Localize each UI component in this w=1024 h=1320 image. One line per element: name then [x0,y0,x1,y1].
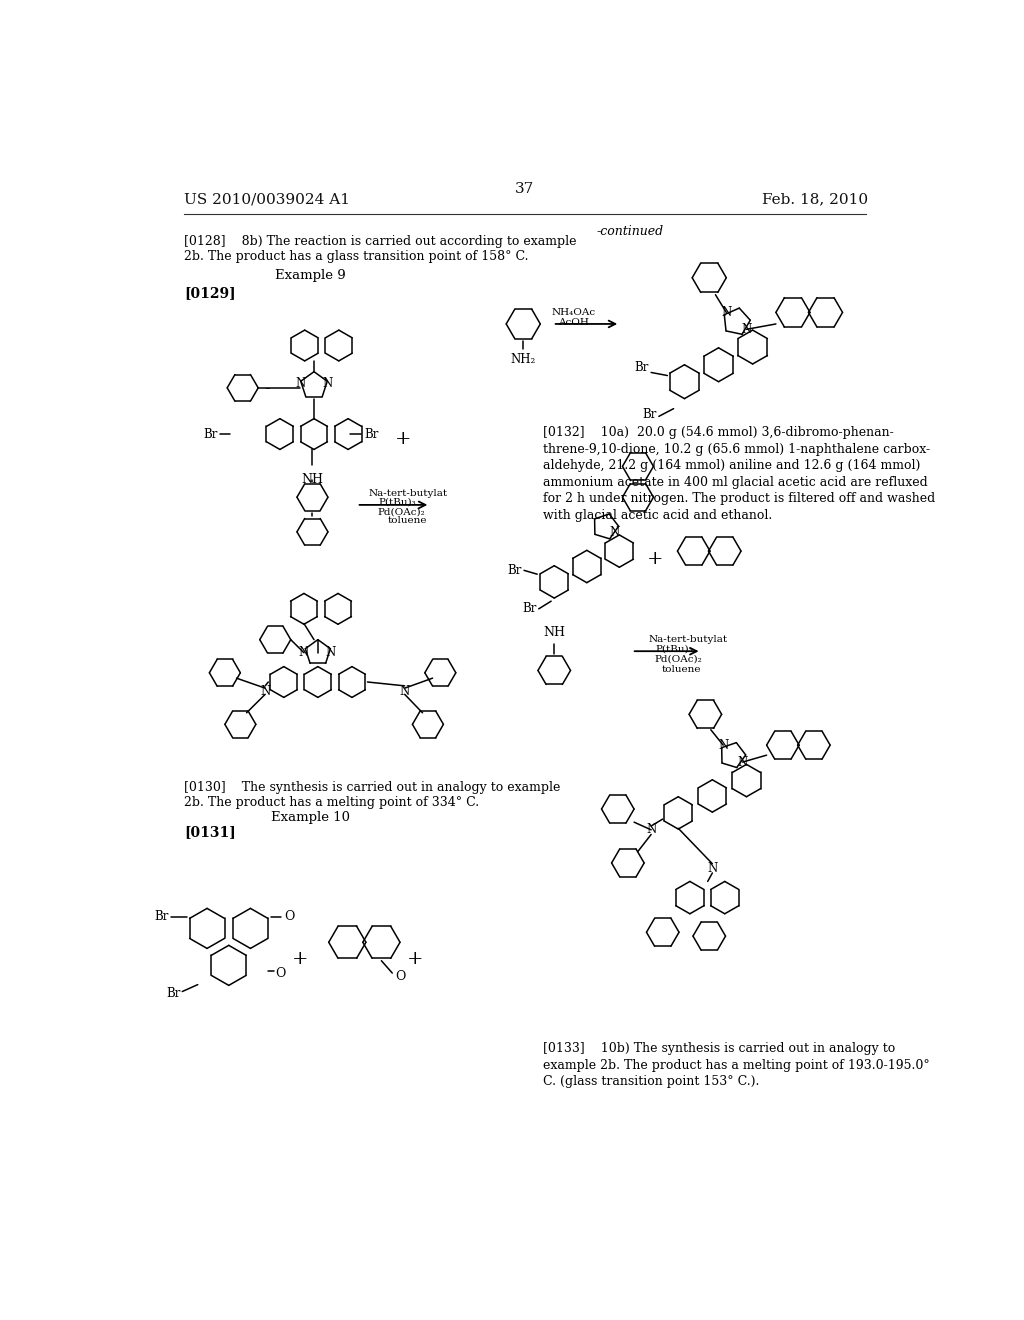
Text: P(tBu)₃: P(tBu)₃ [655,645,692,653]
Text: Na-tert-butylat: Na-tert-butylat [369,488,447,498]
Text: N: N [609,527,620,539]
Text: NH: NH [544,626,565,639]
Text: O: O [275,966,286,979]
Text: –: – [264,383,270,393]
Text: N: N [737,755,748,768]
Text: P(tBu)₃: P(tBu)₃ [378,498,416,507]
Text: Feb. 18, 2010: Feb. 18, 2010 [762,193,868,206]
Text: [0129]: [0129] [183,286,236,300]
Text: +: + [407,950,423,968]
Text: N: N [741,323,752,335]
Text: toluene: toluene [388,516,427,525]
Text: -continued: -continued [597,226,664,239]
Text: +: + [395,430,412,449]
Text: +: + [647,550,664,568]
Text: Na-tert-butylat: Na-tert-butylat [649,635,728,644]
Text: NH₂: NH₂ [511,354,536,366]
Text: N: N [708,862,718,875]
Text: toluene: toluene [662,665,701,675]
Text: N: N [718,739,728,751]
Text: NH₄OAc: NH₄OAc [552,309,596,318]
Text: Br: Br [166,987,180,1001]
Text: Br: Br [365,428,379,441]
Text: Example 10: Example 10 [270,810,349,824]
Text: [0128]    8b) The reaction is carried out according to example
2b. The product h: [0128] 8b) The reaction is carried out a… [183,235,577,264]
Text: Br: Br [635,362,649,375]
Text: Br: Br [204,428,218,441]
Text: [0132]    10a)  20.0 g (54.6 mmol) 3,6-dibromo-phenan-
threne-9,10-dione, 10.2 g: [0132] 10a) 20.0 g (54.6 mmol) 3,6-dibro… [543,426,935,521]
Text: O: O [285,911,295,924]
Text: [0131]: [0131] [183,825,236,840]
Text: Br: Br [507,564,521,577]
Text: [0130]    The synthesis is carried out in analogy to example
2b. The product has: [0130] The synthesis is carried out in a… [183,780,560,809]
Text: +: + [292,950,308,968]
Text: US 2010/0039024 A1: US 2010/0039024 A1 [183,193,350,206]
Text: N: N [646,824,656,837]
Text: N: N [260,685,270,698]
Text: [0133]    10b) The synthesis is carried out in analogy to
example 2b. The produc: [0133] 10b) The synthesis is carried out… [543,1043,930,1089]
Text: NH: NH [301,473,324,486]
Text: AcOH: AcOH [558,318,589,327]
Text: Pd(OAc)₂: Pd(OAc)₂ [378,507,425,516]
Text: Br: Br [642,408,656,421]
Text: 37: 37 [515,182,535,197]
Text: Pd(OAc)₂: Pd(OAc)₂ [654,655,702,664]
Text: Br: Br [523,602,538,615]
Text: N: N [721,306,731,319]
Text: N: N [323,376,333,389]
Text: O: O [395,970,406,982]
Text: N: N [299,647,309,659]
Text: Example 9: Example 9 [274,269,345,282]
Text: N: N [326,647,336,659]
Text: Br: Br [154,911,168,924]
Text: N: N [295,376,305,389]
Text: N: N [399,685,410,698]
